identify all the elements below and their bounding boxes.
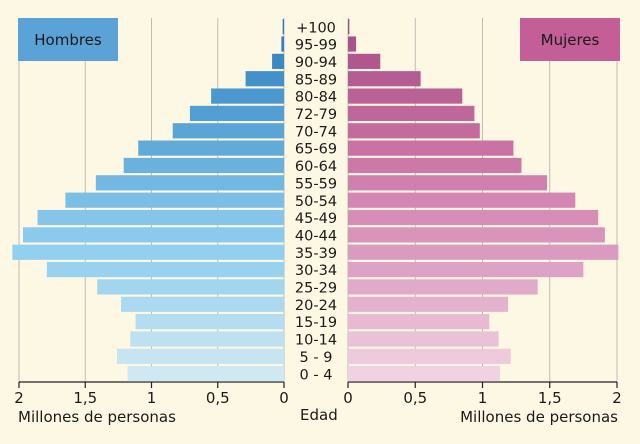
bar-mujeres-14: [348, 261, 584, 278]
legend-women: Mujeres: [520, 18, 620, 61]
bar-hombres-19: [117, 348, 284, 364]
bar-hombres-10: [65, 192, 284, 208]
tick-label-7: 1: [478, 389, 488, 407]
bar-hombres-8: [123, 157, 284, 174]
age-label-15: 25-29: [295, 281, 337, 297]
age-label-3: 85-89: [295, 72, 337, 88]
legend-men: Hombres: [18, 18, 118, 61]
bar-hombres-11: [37, 209, 284, 226]
age-label-10: 50-54: [295, 194, 337, 210]
age-label-20: 0 - 4: [300, 367, 333, 383]
tick-label-4: 0: [279, 389, 289, 407]
bar-hombres-1: [281, 36, 284, 52]
age-label-16: 20-24: [295, 298, 337, 314]
age-label-4: 80-84: [295, 90, 337, 106]
bar-mujeres-13: [348, 244, 619, 260]
tick-label-5: 0: [343, 389, 353, 407]
bar-hombres-6: [172, 123, 284, 139]
bar-mujeres-3: [348, 71, 421, 87]
age-label-14: 30-34: [295, 263, 337, 279]
x-axis-label-left: Millones de personas: [18, 408, 176, 426]
bar-hombres-3: [245, 71, 284, 87]
legend-men-label: Hombres: [34, 30, 102, 49]
bar-mujeres-8: [348, 157, 522, 174]
tick-label-9: 2: [612, 389, 622, 407]
bar-mujeres-12: [348, 227, 605, 243]
tick-label-2: 1: [147, 389, 157, 407]
bar-mujeres-20: [348, 366, 500, 382]
bar-hombres-7: [138, 140, 284, 156]
bar-hombres-20: [127, 366, 285, 382]
age-label-7: 65-69: [295, 142, 337, 158]
bar-layer: [12, 19, 619, 382]
tick-label-3: 0,5: [206, 389, 230, 407]
tick-label-6: 0,5: [403, 389, 427, 407]
bar-hombres-15: [97, 279, 284, 295]
bar-hombres-0: [282, 19, 284, 35]
bar-hombres-4: [211, 88, 284, 104]
bar-mujeres-9: [348, 175, 548, 191]
bar-mujeres-18: [348, 331, 499, 347]
age-label-0: +100: [296, 20, 336, 36]
bar-hombres-17: [135, 314, 284, 330]
bar-mujeres-11: [348, 209, 599, 226]
bar-mujeres-17: [348, 314, 490, 330]
bar-mujeres-7: [348, 140, 514, 156]
bar-mujeres-4: [348, 88, 463, 104]
tick-label-0: 2: [14, 389, 24, 407]
bar-mujeres-19: [348, 348, 511, 364]
age-label-9: 55-59: [295, 176, 337, 192]
bar-mujeres-16: [348, 296, 509, 312]
bar-hombres-16: [121, 296, 285, 312]
age-label-5: 72-79: [295, 107, 337, 123]
age-label-1: 95-99: [295, 38, 337, 54]
age-label-17: 15-19: [295, 315, 337, 331]
bar-hombres-18: [130, 331, 284, 347]
tick-label-1: 1,5: [73, 389, 97, 407]
tick-layer: 2 1,5 1 0,5 0 0 0,5 1 1,5 2: [14, 382, 622, 407]
bar-mujeres-0: [348, 19, 350, 35]
bar-hombres-12: [22, 227, 284, 243]
age-label-8: 60-64: [295, 159, 337, 175]
bar-hombres-9: [95, 175, 284, 191]
bar-hombres-5: [189, 105, 284, 122]
age-label-19: 5 - 9: [300, 350, 333, 366]
bar-mujeres-15: [348, 279, 538, 295]
age-label-2: 90-94: [295, 55, 337, 71]
bar-mujeres-5: [348, 105, 475, 122]
bar-hombres-2: [272, 53, 284, 69]
age-label-12: 40-44: [295, 228, 337, 244]
age-label-6: 70-74: [295, 124, 337, 140]
bar-mujeres-10: [348, 192, 576, 208]
bar-mujeres-1: [348, 36, 357, 52]
age-label-18: 10-14: [295, 333, 337, 349]
age-label-13: 35-39: [295, 246, 337, 262]
x-axis-label-right: Millones de personas: [460, 408, 618, 426]
bar-hombres-14: [46, 261, 285, 278]
center-axis-label: Edad: [300, 406, 338, 424]
bar-mujeres-2: [348, 53, 381, 69]
bar-mujeres-6: [348, 123, 480, 139]
bar-hombres-13: [12, 244, 284, 260]
tick-label-8: 1,5: [538, 389, 562, 407]
age-label-11: 45-49: [295, 211, 337, 227]
legend-women-label: Mujeres: [540, 30, 600, 49]
